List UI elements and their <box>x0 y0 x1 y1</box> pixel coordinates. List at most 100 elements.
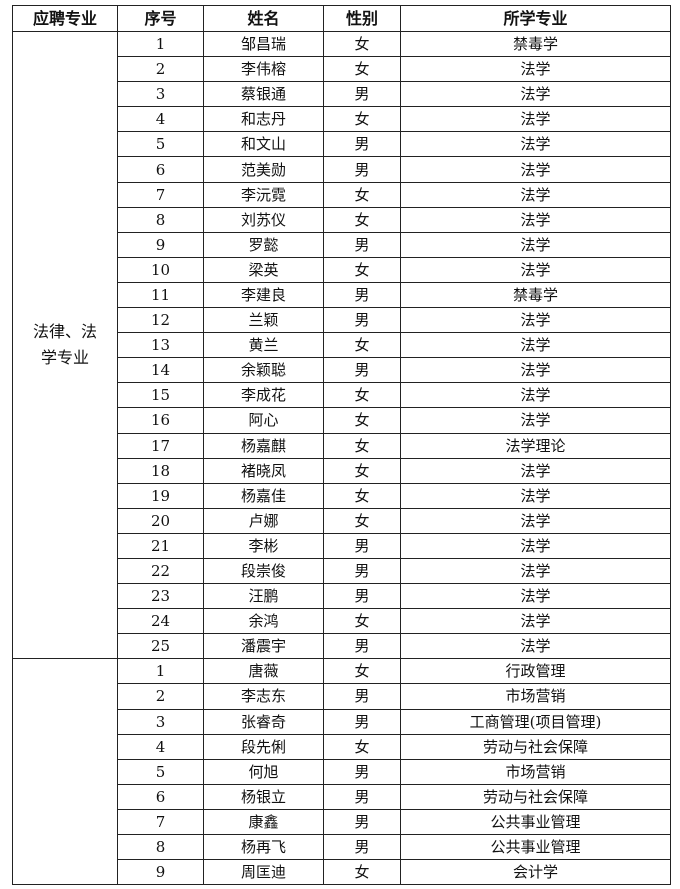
cell-name: 范美勋 <box>203 156 324 183</box>
table-row: 18 褚晓凤女法学 <box>13 457 671 484</box>
cell-gender: 男 <box>323 81 401 108</box>
cell-gender: 男 <box>323 156 401 183</box>
header-name: 姓名 <box>203 5 324 32</box>
cell-major: 法学 <box>400 56 671 83</box>
cell-major: 市场营销 <box>400 758 671 785</box>
cell-number: 2 <box>117 683 204 710</box>
cell-major: 法学 <box>400 532 671 559</box>
cell-gender: 男 <box>323 808 401 836</box>
cell-major: 法学 <box>400 557 671 585</box>
cell-major: 公共事业管理 <box>400 833 671 861</box>
table-row: 10 梁英女法学 <box>13 256 671 283</box>
table-row: 3 蔡银通男法学 <box>13 81 671 108</box>
cell-name: 何旭 <box>203 758 324 785</box>
cell-name: 段先俐 <box>203 733 324 760</box>
table-row: 7 康鑫男公共事业管理 <box>13 808 671 836</box>
cell-name: 黄兰 <box>203 332 324 359</box>
header-row: 应聘专业 序号 姓名 性别 所学专业 <box>12 5 671 32</box>
cell-gender: 男 <box>323 833 401 861</box>
cell-gender: 男 <box>323 281 401 309</box>
table-row: 17 杨嘉麒女法学理论 <box>13 432 671 459</box>
cell-number: 9 <box>117 859 204 886</box>
cell-gender: 男 <box>323 683 401 710</box>
cell-position <box>12 658 118 886</box>
cell-number: 18 <box>117 457 204 484</box>
cell-name: 褚晓凤 <box>203 457 324 484</box>
cell-major: 法学 <box>400 457 671 484</box>
cell-name: 段崇俊 <box>203 557 324 585</box>
cell-number: 5 <box>117 131 204 158</box>
cell-name: 和志丹 <box>203 106 324 133</box>
cell-number: 5 <box>117 758 204 785</box>
table-row: 6 范美勋男法学 <box>13 156 671 183</box>
cell-number: 4 <box>117 733 204 760</box>
cell-number: 6 <box>117 783 204 810</box>
table-row: 3 张睿奇男工商管理(项目管理) <box>13 708 671 735</box>
cell-name: 李志东 <box>203 683 324 710</box>
cell-number: 4 <box>117 106 204 133</box>
table-row: 9 罗懿男法学 <box>13 231 671 258</box>
cell-number: 20 <box>117 507 204 534</box>
cell-number: 2 <box>117 56 204 83</box>
cell-name: 康鑫 <box>203 808 324 836</box>
cell-gender: 男 <box>323 357 401 384</box>
table-row: 9 周匡迪女会计学 <box>13 859 671 886</box>
cell-major: 法学 <box>400 307 671 334</box>
table-row: 6 杨银立男劳动与社会保障 <box>13 783 671 810</box>
table-row: 15 李成花女法学 <box>13 382 671 409</box>
cell-major: 法学 <box>400 583 671 610</box>
cell-major: 法学 <box>400 156 671 183</box>
cell-gender: 女 <box>323 733 401 760</box>
cell-major: 工商管理(项目管理) <box>400 708 671 735</box>
cell-gender: 女 <box>323 859 401 886</box>
cell-major: 法学 <box>400 81 671 108</box>
cell-major: 法学 <box>400 633 671 660</box>
cell-number: 6 <box>117 156 204 183</box>
cell-number: 9 <box>117 231 204 258</box>
cell-number: 3 <box>117 81 204 108</box>
cell-major: 法学 <box>400 332 671 359</box>
cell-name: 周匡迪 <box>203 859 324 886</box>
cell-gender: 男 <box>323 131 401 158</box>
cell-name: 刘苏仪 <box>203 206 324 233</box>
cell-major: 法学 <box>400 482 671 509</box>
table-row: 4 和志丹女法学 <box>13 106 671 133</box>
cell-gender: 男 <box>323 532 401 559</box>
cell-number: 8 <box>117 833 204 861</box>
cell-position: 法律、法学专业 <box>12 30 118 660</box>
cell-name: 唐薇 <box>203 658 324 685</box>
cell-major: 法学 <box>400 507 671 534</box>
cell-gender: 女 <box>323 407 401 434</box>
table-row: 8 杨再飞男公共事业管理 <box>13 833 671 861</box>
table-row: 13 黄兰女法学 <box>13 332 671 359</box>
cell-number: 24 <box>117 608 204 635</box>
cell-name: 杨再飞 <box>203 833 324 861</box>
cell-gender: 女 <box>323 507 401 534</box>
cell-name: 余颖聪 <box>203 357 324 384</box>
cell-gender: 女 <box>323 457 401 484</box>
table-row: 7 李沅霓女法学 <box>13 181 671 208</box>
cell-number: 21 <box>117 532 204 559</box>
cell-gender: 女 <box>323 432 401 459</box>
candidate-table: 应聘专业 序号 姓名 性别 所学专业 法律、法学专业 1 邹昌瑞女禁毒学 2 李伟榕女法… <box>12 5 671 886</box>
cell-number: 7 <box>117 808 204 836</box>
cell-name: 兰颖 <box>203 307 324 334</box>
cell-gender: 女 <box>323 256 401 283</box>
table-row: 5 和文山男法学 <box>13 131 671 158</box>
table-row: 16 阿心女法学 <box>13 407 671 434</box>
cell-number: 17 <box>117 432 204 459</box>
cell-gender: 男 <box>323 758 401 785</box>
cell-name: 杨嘉佳 <box>203 482 324 509</box>
cell-name: 李彬 <box>203 532 324 559</box>
table-row: 12 兰颖男法学 <box>13 307 671 334</box>
table-row: 19 杨嘉佳女法学 <box>13 482 671 509</box>
header-gender: 性别 <box>323 5 401 32</box>
cell-name: 罗懿 <box>203 231 324 258</box>
cell-gender: 女 <box>323 56 401 83</box>
cell-name: 张睿奇 <box>203 708 324 735</box>
cell-gender: 女 <box>323 206 401 233</box>
cell-name: 邹昌瑞 <box>203 30 324 58</box>
cell-number: 12 <box>117 307 204 334</box>
cell-name: 和文山 <box>203 131 324 158</box>
cell-number: 19 <box>117 482 204 509</box>
